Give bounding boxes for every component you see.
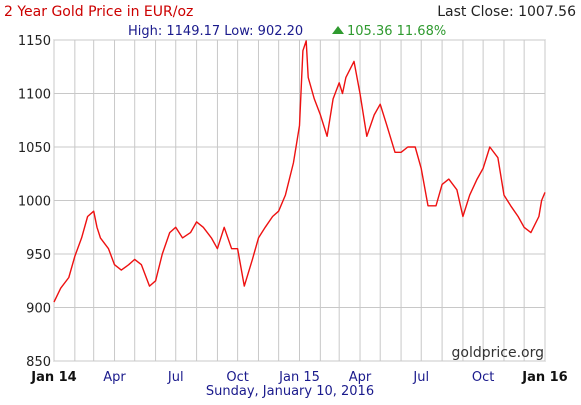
y-tick-label: 950 <box>26 248 51 263</box>
watermark-text: goldprice.org <box>452 345 544 361</box>
y-tick-label: 900 <box>26 302 51 317</box>
y-tick-label: 1050 <box>18 141 51 156</box>
chart-title: 2 Year Gold Price in EUR/oz <box>4 4 193 20</box>
y-tick-label: 1150 <box>18 34 51 49</box>
x-tick-label: Jul <box>412 370 429 385</box>
last-close-label: Last Close: 1007.56 <box>437 4 576 20</box>
y-tick-label: 850 <box>26 355 51 370</box>
x-tick-label: Apr <box>103 370 126 385</box>
axes: 850 900 950 1000 1050 1100 1150 Jan 14 Apr Jul Oct… <box>18 34 568 385</box>
x-tick-label: Oct <box>472 370 494 385</box>
y-tick-label: 1100 <box>18 88 51 103</box>
grid <box>53 39 546 362</box>
series-layer <box>53 40 546 303</box>
y-tick-label: 1000 <box>18 195 51 210</box>
x-tick-label: Apr <box>349 370 372 385</box>
x-tick-label: Jul <box>167 370 184 385</box>
x-tick-label: Jan 14 <box>30 370 76 385</box>
up-triangle-icon <box>332 26 344 34</box>
price-line <box>53 40 546 303</box>
change-value: 105.36 11.68% <box>347 24 446 39</box>
x-tick-label: Oct <box>226 370 248 385</box>
x-tick-label: Jan 16 <box>521 370 567 385</box>
x-tick-label: Jan 15 <box>278 370 320 385</box>
high-low-stats: High: 1149.17 Low: 902.20 <box>128 24 303 39</box>
footer-date: Sunday, January 10, 2016 <box>206 384 374 399</box>
